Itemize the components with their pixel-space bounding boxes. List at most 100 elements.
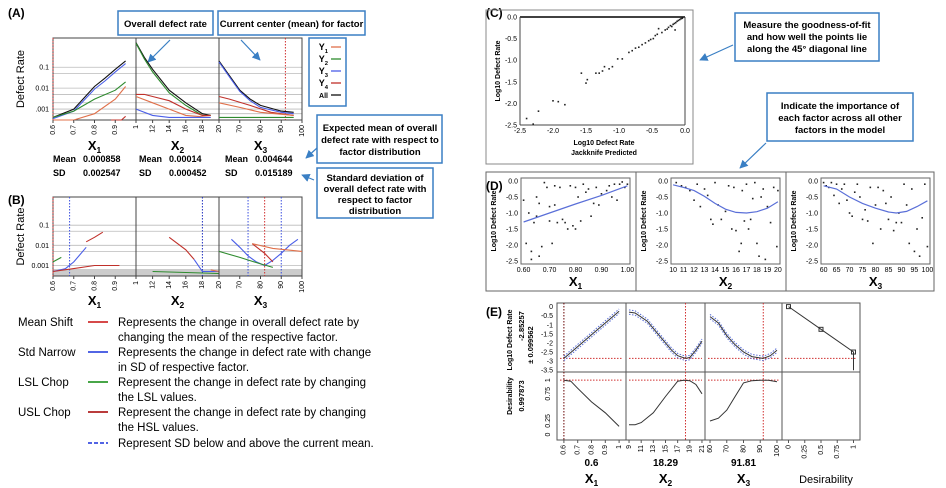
x-axis-label-sub: 1 bbox=[96, 145, 101, 155]
x-tick-label: 95 bbox=[911, 267, 919, 274]
series-line-y4 bbox=[218, 95, 294, 116]
x-axis-label: X2 bbox=[659, 471, 673, 488]
data-point bbox=[527, 212, 530, 214]
x-tick-label: 0.7 bbox=[71, 125, 78, 135]
data-point bbox=[738, 250, 740, 253]
data-point bbox=[741, 189, 744, 192]
desirability-trace bbox=[629, 379, 703, 426]
data-point bbox=[733, 186, 735, 189]
y-tick-label: -1.5 bbox=[656, 227, 668, 234]
x-tick-label: 100 bbox=[774, 445, 781, 457]
x-tick-label: 100 bbox=[299, 125, 306, 137]
legend-description: Represent the change in defect rate by c… bbox=[118, 377, 366, 389]
svg-text:factor distribution: factor distribution bbox=[339, 147, 420, 158]
data-point bbox=[892, 229, 895, 232]
data-point bbox=[924, 183, 926, 185]
x-tick-label: 1 bbox=[850, 445, 857, 449]
data-point bbox=[579, 220, 582, 222]
x-tick-label: 0.25 bbox=[802, 445, 809, 459]
data-point bbox=[533, 221, 535, 224]
data-point bbox=[530, 250, 533, 253]
confidence-band-lower bbox=[628, 313, 703, 362]
data-point bbox=[598, 204, 600, 206]
data-point bbox=[890, 196, 892, 198]
y-tick-label: -0.5 bbox=[506, 195, 518, 202]
svg-text:Measure the goodness-of-fit: Measure the goodness-of-fit bbox=[743, 20, 871, 31]
data-point bbox=[647, 39, 650, 42]
x-tick-label: -1.0 bbox=[613, 128, 625, 135]
x-tick-label: 60 bbox=[707, 445, 714, 453]
data-point bbox=[674, 29, 676, 31]
x-axis-label: X2 bbox=[719, 274, 733, 291]
data-point bbox=[601, 70, 604, 72]
data-point bbox=[671, 25, 673, 28]
series-line-y3 bbox=[218, 61, 294, 115]
y-tick-label: -0.5 bbox=[656, 195, 668, 202]
subplot-d-x1: 0.0 -0.5 -1.0 -1.5 -2.0 -2.50.60 0.70 0.80 0.90 1… bbox=[491, 177, 634, 291]
x-tick-label: 70 bbox=[846, 267, 854, 274]
data-point bbox=[714, 181, 716, 184]
y-tick-label: -1.5 bbox=[505, 79, 517, 86]
x-axis-label-sub: 1 bbox=[593, 478, 598, 488]
x-axis-label-sub: 3 bbox=[877, 281, 882, 291]
x-tick-label: 0.6 bbox=[50, 281, 57, 291]
data-point bbox=[673, 22, 676, 25]
legend-name: Std Narrow bbox=[18, 347, 76, 359]
x-tick-label: 90 bbox=[898, 267, 906, 274]
mean-value: 0.004644 bbox=[255, 154, 293, 164]
data-point bbox=[551, 242, 553, 245]
data-point bbox=[681, 17, 684, 20]
y-axis-label: Log10 Defect Rate bbox=[491, 190, 498, 251]
x-tick-label: 90 bbox=[278, 281, 285, 289]
y-tick-label: 0 bbox=[545, 433, 552, 437]
data-point bbox=[587, 188, 590, 190]
data-point bbox=[543, 181, 546, 184]
x-tick-label: 90 bbox=[278, 125, 285, 133]
data-point bbox=[743, 220, 746, 222]
data-point bbox=[667, 26, 670, 29]
x-axis-label-main: X bbox=[737, 471, 746, 486]
legend-entry-label-sub: 1 bbox=[325, 49, 329, 55]
y-tick-label: -2.5 bbox=[506, 259, 518, 266]
x-axis-label-sub: 2 bbox=[179, 145, 184, 155]
mean-label: Mean bbox=[53, 154, 76, 164]
data-point bbox=[730, 228, 733, 230]
svg-text:Current center (mean) for fact: Current center (mean) for factor bbox=[220, 19, 364, 30]
svg-text:Expected mean of overall: Expected mean of overall bbox=[323, 123, 438, 134]
legend-entry-label: Y4 bbox=[319, 78, 329, 91]
confidence-band-upper bbox=[563, 308, 620, 357]
data-point bbox=[621, 181, 624, 183]
x-tick-label: 80 bbox=[257, 125, 264, 133]
x-tick-label: 0.90 bbox=[595, 267, 609, 274]
data-point bbox=[874, 204, 877, 206]
response-value: -2.85257 bbox=[517, 311, 526, 341]
x-tick-label: 16 bbox=[732, 267, 740, 274]
subplot-b-x2: 1 12 14 16 18 X2 bbox=[133, 196, 220, 310]
data-point bbox=[556, 221, 559, 224]
y-tick-label: -1.0 bbox=[505, 58, 517, 65]
data-point bbox=[532, 123, 534, 125]
data-point bbox=[548, 220, 551, 222]
series-line-lsl-chop bbox=[152, 270, 220, 275]
data-point bbox=[582, 183, 585, 185]
data-point bbox=[712, 223, 714, 225]
confidence-band-upper bbox=[628, 309, 703, 357]
x-tick-label: 17 bbox=[674, 445, 681, 453]
response-ci: ± 0.099562 bbox=[526, 326, 535, 363]
panel-label-b: (B) bbox=[8, 193, 25, 207]
data-point bbox=[616, 58, 619, 60]
legend-entry-label-main: Y bbox=[319, 54, 325, 64]
callout-importance: Indicate the importance of each factor a… bbox=[739, 92, 914, 169]
subplot-d-x2: 0.0-0.5-1.0-1.5-2.0-2.510 11 12 13 14 15 16 17 1… bbox=[641, 177, 782, 291]
data-point bbox=[530, 258, 533, 261]
data-point bbox=[846, 199, 848, 201]
data-point bbox=[577, 196, 579, 198]
x-axis-label: X2 bbox=[171, 293, 185, 310]
profiler-column-x3: 60 70 80 90 100 91.81 X3 bbox=[704, 302, 783, 488]
data-point bbox=[720, 218, 723, 221]
data-point bbox=[866, 220, 869, 222]
sd-label: SD bbox=[225, 168, 238, 178]
callout-std-dev: Standard deviation of overall defect rat… bbox=[301, 167, 434, 219]
y-tick-label: 0.1 bbox=[39, 223, 49, 230]
y-tick-label: 0.1 bbox=[39, 65, 49, 72]
